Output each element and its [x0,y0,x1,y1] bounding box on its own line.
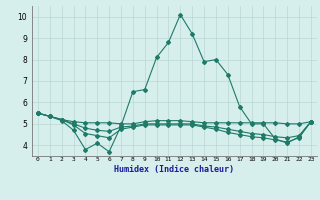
X-axis label: Humidex (Indice chaleur): Humidex (Indice chaleur) [115,165,234,174]
